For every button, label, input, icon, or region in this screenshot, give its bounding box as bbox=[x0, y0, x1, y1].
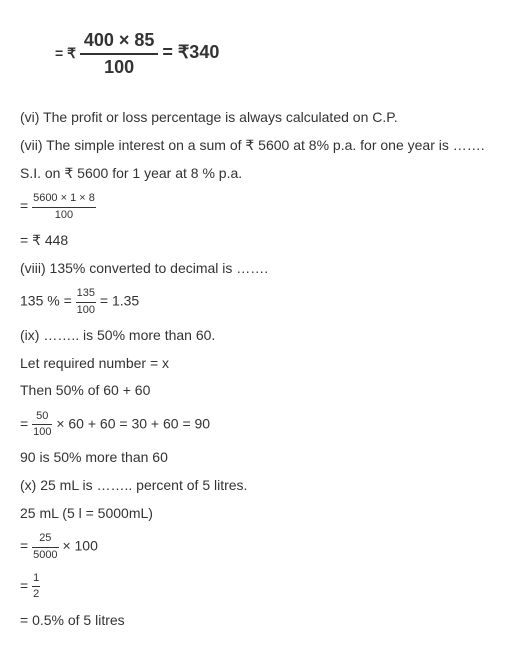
eq-top-prefix: = ₹ bbox=[55, 45, 76, 61]
ix-frac: 50 100 bbox=[32, 409, 52, 441]
eq-top-frac-num: 400 × 85 bbox=[80, 28, 159, 55]
x-frac-num: 25 bbox=[32, 531, 58, 547]
x-eq2: = 1 2 bbox=[20, 571, 503, 603]
x-frac-den: 5000 bbox=[32, 548, 58, 563]
vii-frac-den: 100 bbox=[32, 208, 96, 223]
x-eq-pre: = bbox=[20, 538, 32, 554]
ix-eq-pre: = bbox=[20, 415, 32, 431]
eq-top-frac: 400 × 85 100 bbox=[80, 28, 159, 80]
eq-top: = ₹ 400 × 85 100 = ₹340 bbox=[20, 28, 503, 80]
viii-eq: 135 % = 135 100 = 1.35 bbox=[20, 286, 503, 318]
x-l1: 25 mL (5 l = 5000mL) bbox=[20, 504, 503, 524]
x-frac2: 1 2 bbox=[32, 571, 40, 603]
x-eq-post: × 100 bbox=[62, 538, 97, 554]
ix-eq: = 50 100 × 60 + 60 = 30 + 60 = 90 bbox=[20, 409, 503, 441]
vii-eq: = 5600 × 1 × 8 100 bbox=[20, 191, 503, 223]
x-q: (x) 25 mL is …….. percent of 5 litres. bbox=[20, 476, 503, 496]
ix-l1: Let required number = x bbox=[20, 354, 503, 374]
viii-q: (viii) 135% converted to decimal is ……. bbox=[20, 259, 503, 279]
ix-q: (ix) …….. is 50% more than 60. bbox=[20, 326, 503, 346]
x-frac2-num: 1 bbox=[32, 571, 40, 587]
vii-q: (vii) The simple interest on a sum of ₹ … bbox=[20, 136, 503, 156]
ix-l2: Then 50% of 60 + 60 bbox=[20, 381, 503, 401]
vii-frac: 5600 × 1 × 8 100 bbox=[32, 191, 96, 223]
ix-eq-post: × 60 + 60 = 30 + 60 = 90 bbox=[56, 415, 210, 431]
viii-post: = 1.35 bbox=[100, 293, 139, 309]
ix-ans: 90 is 50% more than 60 bbox=[20, 448, 503, 468]
vii-frac-num: 5600 × 1 × 8 bbox=[32, 191, 96, 207]
x-eq2-pre: = bbox=[20, 578, 32, 594]
vii-l1: S.I. on ₹ 5600 for 1 year at 8 % p.a. bbox=[20, 164, 503, 184]
ix-frac-num: 50 bbox=[32, 409, 52, 425]
viii-frac-den: 100 bbox=[76, 303, 96, 318]
vi-text: (vi) The profit or loss percentage is al… bbox=[20, 108, 503, 128]
x-ans: = 0.5% of 5 litres bbox=[20, 611, 503, 631]
x-frac2-den: 2 bbox=[32, 587, 40, 602]
x-frac: 25 5000 bbox=[32, 531, 58, 563]
ix-frac-den: 100 bbox=[32, 425, 52, 440]
eq-top-frac-den: 100 bbox=[80, 55, 159, 80]
vii-eq-pre: = bbox=[20, 198, 32, 214]
viii-pre: 135 % = bbox=[20, 293, 76, 309]
viii-frac-num: 135 bbox=[76, 286, 96, 302]
eq-top-result: = ₹340 bbox=[162, 42, 219, 62]
viii-frac: 135 100 bbox=[76, 286, 96, 318]
vii-ans: = ₹ 448 bbox=[20, 231, 503, 251]
x-eq: = 25 5000 × 100 bbox=[20, 531, 503, 563]
